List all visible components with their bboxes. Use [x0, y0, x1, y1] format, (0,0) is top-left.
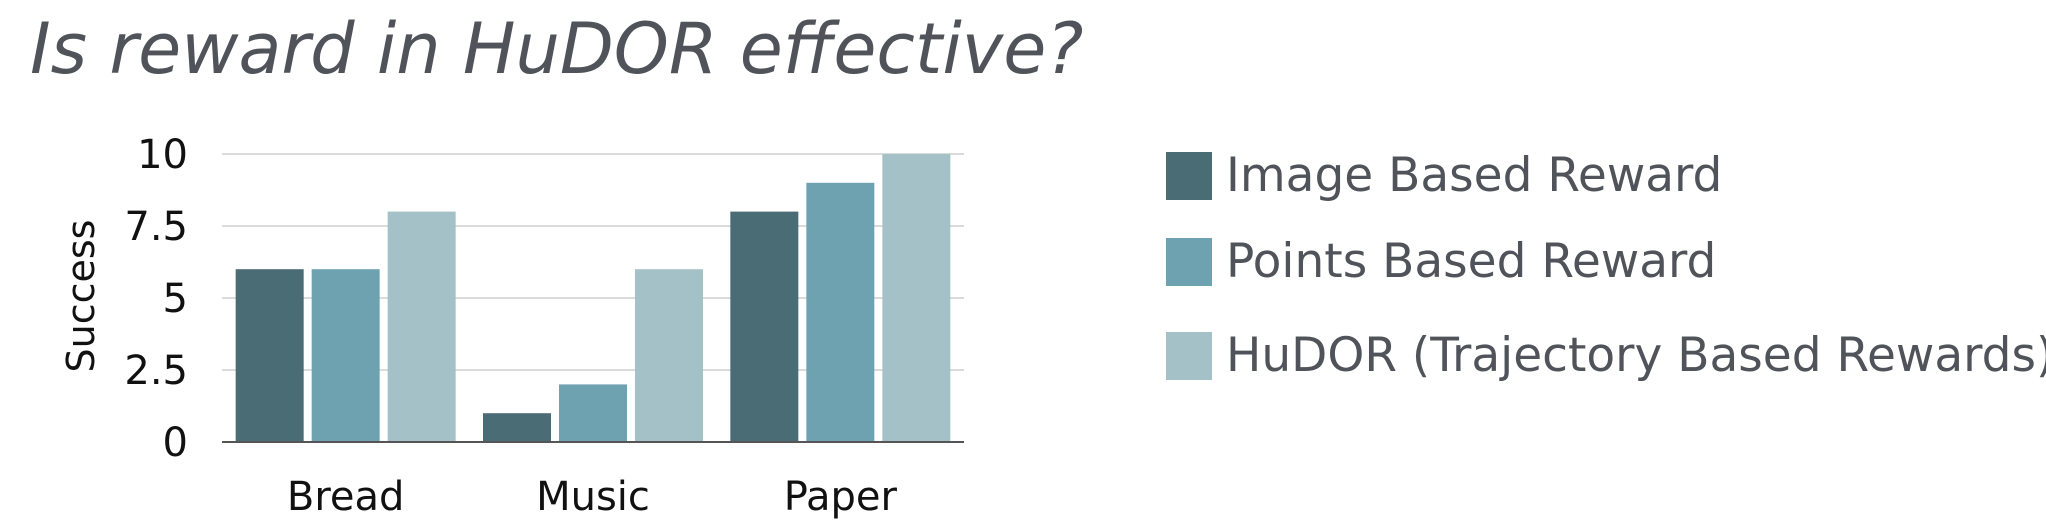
y-tick-label: 0 [163, 420, 188, 466]
y-tick-label: 7.5 [124, 204, 188, 250]
legend-item: Points Based Reward [1166, 234, 1716, 289]
bar-bread-series-2 [311, 269, 380, 442]
bar-paper-series-1 [730, 211, 799, 442]
bar-music-series-1 [483, 413, 551, 442]
y-tick-label: 10 [137, 132, 188, 178]
bar-paper-series-3 [882, 154, 951, 442]
chart-title: Is reward in HuDOR effective? [30, 8, 1084, 90]
legend-label: Points Based Reward [1226, 234, 1717, 289]
bars [235, 154, 951, 443]
legend-item: Image Based Reward [1166, 148, 1722, 203]
y-tick-label: 5 [163, 276, 188, 322]
legend-item: HuDOR (Trajectory Based Rewards) [1166, 328, 2046, 383]
x-tick-label: Music [536, 474, 650, 520]
bar-music-series-2 [559, 384, 627, 442]
x-tick-label: Paper [784, 474, 898, 520]
x-tick-label: Bread [287, 474, 405, 520]
legend-label: HuDOR (Trajectory Based Rewards) [1226, 328, 2046, 383]
y-tick-label: 2.5 [124, 348, 188, 394]
legend-swatch [1166, 151, 1212, 200]
bar-bread-series-3 [387, 211, 456, 442]
bar-music-series-3 [635, 269, 703, 442]
bar-paper-series-2 [806, 182, 875, 443]
y-axis-label: Success [59, 220, 103, 373]
axes: 0 2.5 5 7.5 10 Bread Music Paper [124, 132, 964, 520]
bar-bread-series-1 [235, 269, 304, 442]
legend-swatch [1166, 331, 1212, 380]
legend-swatch [1166, 237, 1212, 286]
bar-chart: 0 2.5 5 7.5 10 Bread Music Paper Success [59, 132, 964, 520]
legend-label: Image Based Reward [1226, 148, 1723, 203]
